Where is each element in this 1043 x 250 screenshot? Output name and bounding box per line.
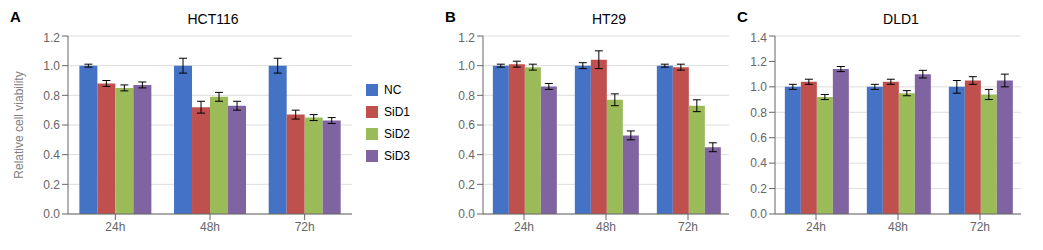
svg-text:24h: 24h [514,220,534,234]
svg-text:72h: 72h [678,220,698,234]
svg-text:48h: 48h [596,220,616,234]
svg-text:0.4: 0.4 [750,156,767,170]
svg-text:1.0: 1.0 [43,59,60,73]
svg-text:0.6: 0.6 [43,118,60,132]
svg-text:0.6: 0.6 [458,118,475,132]
html-text:NC: NC [384,83,402,97]
svg-text:1.2: 1.2 [43,31,60,45]
svg-text:0.2: 0.2 [750,182,767,196]
html-text:HCT116: HCT116 [187,11,239,27]
html-text:B: B [445,8,456,25]
svg-text:1.4: 1.4 [750,31,767,45]
svg-text:0.0: 0.0 [458,207,475,221]
svg-text:24h: 24h [806,220,826,234]
svg-text:48h: 48h [888,220,908,234]
svg-text:1.0: 1.0 [750,80,767,94]
html-text:SiD2: SiD2 [384,127,410,141]
html-text:C: C [737,8,748,25]
svg-text:1.2: 1.2 [458,31,475,45]
svg-text:1.0: 1.0 [458,59,475,73]
svg-text:1.2: 1.2 [750,55,767,69]
svg-text:0.0: 0.0 [750,207,767,221]
svg-text:0.8: 0.8 [750,106,767,120]
svg-text:24h: 24h [105,220,125,234]
html-text:SiD1: SiD1 [384,105,410,119]
svg-text:0.0: 0.0 [43,207,60,221]
svg-text:0.8: 0.8 [43,89,60,103]
html-text:DLD1: DLD1 [883,11,919,27]
html-text:A: A [10,8,21,25]
svg-text:72h: 72h [295,220,315,234]
svg-text:Relative cell viability: Relative cell viability [12,71,26,178]
svg-text:0.2: 0.2 [458,178,475,192]
html-text:HT29: HT29 [591,11,627,27]
svg-text:0.4: 0.4 [43,148,60,162]
svg-text:72h: 72h [970,220,990,234]
svg-text:0.4: 0.4 [458,148,475,162]
html-text:SiD3: SiD3 [384,149,410,163]
svg-text:48h: 48h [200,220,220,234]
svg-text:0.2: 0.2 [43,178,60,192]
svg-text:0.8: 0.8 [458,89,475,103]
svg-text:0.6: 0.6 [750,131,767,145]
